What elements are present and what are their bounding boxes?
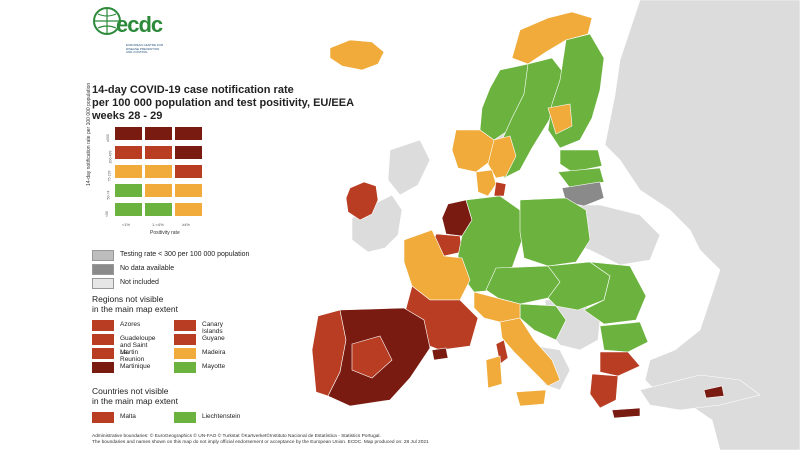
region-label: La Reunion <box>120 349 145 363</box>
region-label: Canary Islands <box>202 321 223 335</box>
matrix-cell <box>144 145 173 160</box>
matrix-cell <box>114 164 143 179</box>
region-italy-south <box>499 317 561 387</box>
matrix-y-tick: ≥500 <box>105 134 110 142</box>
region-swatch <box>92 348 114 359</box>
region-label: Madeira <box>202 349 226 356</box>
matrix-cell <box>114 126 143 141</box>
title-line-1: 14-day COVID-19 case notification rate <box>92 84 294 96</box>
region-crete <box>611 407 641 419</box>
region-swatch <box>174 334 196 345</box>
region-finland-south <box>547 103 573 135</box>
matrix-cell <box>174 126 203 141</box>
region-label: Martinique <box>120 363 151 370</box>
region-greece-south <box>589 373 619 409</box>
region-balearic <box>431 347 449 361</box>
rate-positivity-matrix: 14-day notification rate per 100 000 pop… <box>86 83 232 246</box>
matrix-cell <box>114 145 143 160</box>
region-swatch <box>174 320 196 331</box>
globe-icon <box>93 7 121 35</box>
legend-label: Not included <box>120 279 159 286</box>
region-cyprus <box>703 385 725 399</box>
map-title: 14-day COVID-19 case notification rate p… <box>92 84 355 123</box>
region-iceland <box>329 39 385 71</box>
matrix-cell <box>144 202 173 217</box>
region-swatch <box>92 362 114 373</box>
region-sweden-south <box>487 135 517 179</box>
matrix-y-tick: 75-199 <box>107 170 112 182</box>
region-swatch <box>92 320 114 331</box>
country-label: Liechtenstein <box>202 413 241 420</box>
title-line-3: weeks 28 - 29 <box>92 110 163 122</box>
region-swatch <box>174 362 196 373</box>
footer-attribution: Administrative boundaries: © EuroGeograp… <box>92 434 429 446</box>
region-france-north <box>403 229 471 301</box>
matrix-x-axis-label: Positivity rate <box>150 230 180 236</box>
region-denmark-east <box>493 181 507 197</box>
matrix-cell <box>144 183 173 198</box>
footer-line-2: The boundaries and names shown on this m… <box>92 440 429 445</box>
region-ireland <box>345 181 379 221</box>
region-poland <box>519 197 591 267</box>
region-denmark <box>475 169 497 197</box>
matrix-cell <box>144 164 173 179</box>
legend-swatch <box>92 250 114 261</box>
matrix-cell <box>174 183 203 198</box>
country-label: Malta <box>120 413 136 420</box>
countries-title: Countries not visible in the main map ex… <box>92 386 178 406</box>
matrix-y-axis-label: 14-day notification rate per 100 000 pop… <box>86 82 92 186</box>
region-label: Mayotte <box>202 363 226 370</box>
matrix-y-tick: <50 <box>104 211 109 217</box>
country-swatch <box>174 412 196 423</box>
matrix-cell <box>174 145 203 160</box>
legend-swatch <box>92 264 114 275</box>
legend-label: No data available <box>120 265 175 272</box>
ecdc-logo: ecdc EUROPEAN CENTRE FOR DISEASE PREVENT… <box>92 6 172 58</box>
country-swatch <box>92 412 114 423</box>
region-label: Guyane <box>202 335 225 342</box>
matrix-cell <box>174 164 203 179</box>
region-sardinia <box>485 355 503 389</box>
matrix-cell <box>144 126 173 141</box>
region-bulgaria <box>599 321 649 353</box>
matrix-x-tick: ≥4% <box>182 222 190 227</box>
logo-subtitle: EUROPEAN CENTRE FOR DISEASE PREVENTION A… <box>126 43 164 54</box>
title-line-2: per 100 000 population and test positivi… <box>92 97 355 109</box>
matrix-cell <box>174 202 203 217</box>
logo-text: ecdc <box>116 12 163 37</box>
region-norway-south <box>451 129 495 173</box>
region-sicily <box>515 389 547 407</box>
matrix-cell <box>114 202 143 217</box>
region-swatch <box>92 334 114 345</box>
footer-line-1: Administrative boundaries: © EuroGeograp… <box>92 434 381 439</box>
matrix-cell <box>114 183 143 198</box>
region-label: Guadeloupe and Saint Martin <box>120 335 156 356</box>
region-spain-central <box>351 335 393 379</box>
legend-label: Testing rate < 300 per 100 000 populatio… <box>120 251 250 258</box>
regions-title: Regions not visible in the main map exte… <box>92 294 178 314</box>
matrix-x-tick: <1% <box>122 222 131 227</box>
matrix-y-tick: 200-499 <box>108 150 113 164</box>
region-greece-north <box>599 351 641 377</box>
region-romania <box>583 261 647 325</box>
region-swatch <box>174 348 196 359</box>
legend-swatch <box>92 278 114 289</box>
matrix-y-tick: 50-74 <box>106 190 111 200</box>
matrix-x-tick: 1-<4% <box>152 222 164 227</box>
region-label: Azores <box>120 321 141 328</box>
